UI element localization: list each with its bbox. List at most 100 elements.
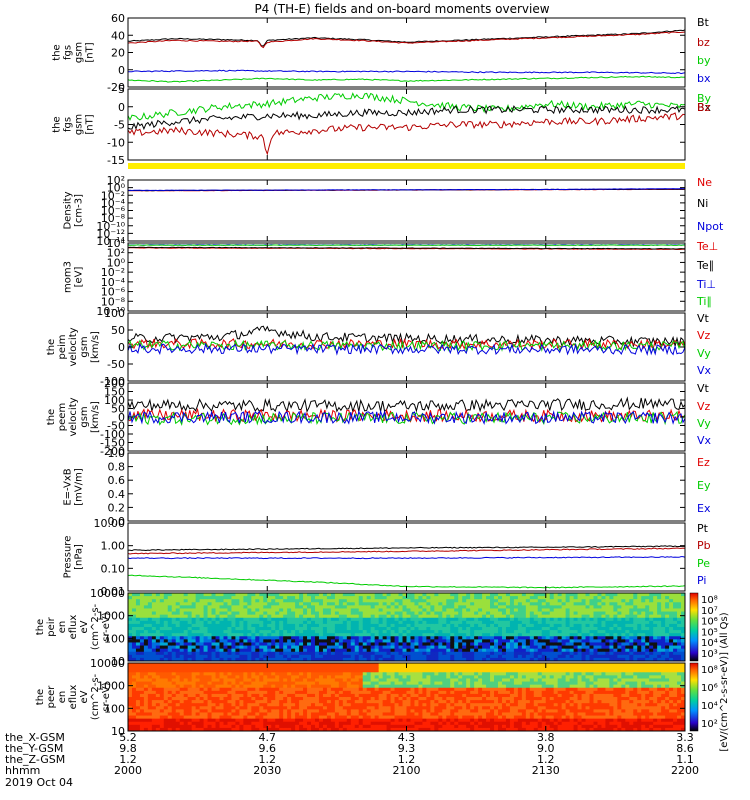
- spectrogram-cell: [147, 654, 153, 659]
- spectrogram-cell: [517, 627, 523, 631]
- spectrogram-cell: [275, 703, 280, 707]
- spectrogram-cell: [486, 657, 491, 662]
- spectrogram-cell: [314, 715, 320, 720]
- spectrogram-cell: [342, 617, 348, 622]
- spectrogram-cell: [283, 605, 288, 609]
- spectrogram-cell: [633, 639, 638, 643]
- spectrogram-cell: [179, 636, 185, 640]
- spectrogram-cell: [211, 681, 217, 686]
- spectrogram-cell: [167, 614, 173, 619]
- spectrogram-cell: [223, 651, 228, 656]
- spectrogram-cell: [589, 620, 594, 625]
- spectrogram-cell: [267, 700, 272, 704]
- spectrogram-cell: [577, 648, 583, 653]
- spectrogram-cell: [151, 672, 157, 676]
- spectrogram-image: [128, 593, 686, 662]
- spectrogram-cell: [259, 614, 264, 619]
- spectrogram-cell: [549, 593, 555, 597]
- spectrogram-cell: [358, 599, 364, 603]
- spectrogram-cell: [227, 703, 232, 707]
- spectrogram-cell: [267, 672, 272, 676]
- spectrogram-cell: [287, 690, 292, 695]
- spectrogram-cell: [330, 715, 336, 720]
- spectrogram-cell: [517, 596, 523, 600]
- spectrogram-cell: [386, 693, 392, 698]
- spectrogram-cell: [231, 639, 236, 643]
- spectrogram-cell: [235, 623, 240, 628]
- spectrogram-cell: [474, 608, 479, 613]
- spectrogram-cell: [525, 623, 531, 628]
- spectrogram-cell: [494, 651, 499, 656]
- spectrogram-cell: [577, 596, 583, 600]
- spectrogram-cell: [593, 645, 598, 650]
- spectrogram-cell: [191, 718, 197, 723]
- spectrogram-cell: [330, 596, 336, 600]
- spectrogram-cell: [637, 636, 642, 640]
- spectrogram-cell: [478, 636, 483, 640]
- spectrogram-cell: [581, 636, 587, 640]
- spectrogram-cell: [505, 608, 511, 613]
- spectrogram-cell: [557, 627, 563, 631]
- spectrogram-cell: [247, 687, 252, 692]
- spectrogram-cell: [561, 611, 567, 616]
- spectrogram-cell: [434, 605, 439, 609]
- spectrogram-cell: [271, 681, 276, 686]
- spectrogram-cell: [677, 611, 682, 616]
- spectrogram-cell: [215, 620, 221, 625]
- spectrogram-cell: [677, 651, 682, 656]
- spectrogram-cell: [394, 627, 400, 631]
- spectrogram-cell: [338, 681, 344, 686]
- legend-Pe: Pe: [697, 557, 710, 570]
- spectrogram-cell: [517, 645, 523, 650]
- spectrogram-cell: [227, 712, 232, 717]
- spectrogram-cell: [239, 614, 244, 619]
- spectrogram-cell: [394, 703, 400, 707]
- spectrogram-cell: [179, 681, 185, 686]
- spectrogram-cell: [259, 697, 264, 701]
- spectrogram-cell: [191, 669, 197, 673]
- spectrogram-cell: [430, 599, 435, 603]
- spectrogram-cell: [346, 605, 352, 609]
- spectrogram-cell: [386, 630, 392, 634]
- spectrogram-cell: [139, 721, 145, 726]
- spectrogram-cell: [410, 636, 415, 640]
- spectrogram-cell: [155, 599, 161, 603]
- spectrogram-cell: [203, 697, 209, 701]
- spectrogram-cell: [486, 620, 491, 625]
- spectrogram-cell: [378, 630, 384, 634]
- spectrogram-cell: [314, 602, 320, 606]
- spectrogram-cell: [482, 627, 487, 631]
- spectrogram-cell: [239, 596, 244, 600]
- spectrogram-cell: [549, 639, 555, 643]
- legend-by: by: [697, 54, 711, 67]
- spectrogram-cell: [529, 611, 535, 616]
- spectrogram-cell: [513, 633, 519, 637]
- spectrogram-cell: [191, 703, 197, 707]
- spectrogram-cell: [637, 645, 642, 650]
- spectrogram-cell: [283, 654, 288, 659]
- spectrogram-cell: [482, 648, 487, 653]
- spectrogram-cell: [677, 605, 682, 609]
- spectrogram-cell: [470, 623, 475, 628]
- spectrogram-cell: [219, 651, 224, 656]
- spectrogram-cell: [322, 693, 328, 698]
- spectrogram-cell: [505, 602, 511, 606]
- spectrogram-cell: [581, 648, 587, 653]
- panel-peim-velocity: thepeimvelocitygsm[km/s]100500-50-100VtV…: [46, 307, 712, 388]
- spectrogram-cell: [430, 648, 435, 653]
- spectrogram-cell: [227, 715, 232, 720]
- spectrogram-cell: [498, 645, 503, 650]
- y-tick-label: 10⁻¹⁰: [96, 305, 125, 318]
- spectrogram-cell: [195, 611, 201, 616]
- spectrogram-cell: [649, 599, 654, 603]
- spectrogram-cell: [665, 602, 670, 606]
- spectrogram-cell: [291, 627, 296, 631]
- spectrogram-cell: [155, 596, 161, 600]
- spectrogram-cell: [227, 663, 232, 667]
- spectrogram-cell: [163, 663, 169, 667]
- spectrogram-cell: [501, 623, 507, 628]
- spectrogram-cell: [378, 690, 384, 695]
- spectrogram-cell: [151, 666, 157, 670]
- spectrogram-cell: [589, 627, 594, 631]
- spectrogram-cell: [537, 611, 543, 616]
